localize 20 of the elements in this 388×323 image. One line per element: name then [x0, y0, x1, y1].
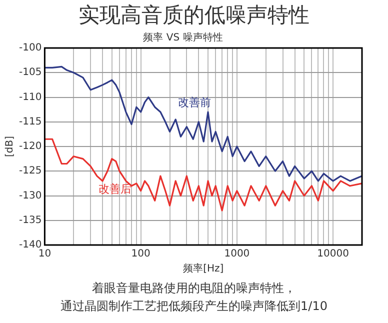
text: 着眼音量电路使用的电阻的噪声特性， — [91, 280, 297, 297]
y-axis-title: [dB] — [4, 136, 16, 158]
y-tick-label: -125 — [18, 166, 42, 177]
y-tick-label: -120 — [18, 141, 42, 152]
series-label: 改善前 — [178, 96, 211, 110]
x-tick-label: 10 — [38, 248, 52, 260]
x-axis-title: 频率[Hz] — [183, 262, 224, 275]
y-tick-label: -105 — [18, 67, 42, 78]
x-tick-label: 1000 — [224, 248, 250, 260]
x-tick-label: 100 — [131, 248, 150, 260]
y-tick-label: -115 — [18, 116, 42, 128]
y-tick-label: -110 — [18, 92, 42, 103]
chart-title: 实现高音质的低噪声特性 — [78, 2, 310, 29]
y-tick-label: -135 — [18, 214, 42, 226]
chart-subtitle: 频率 VS 噪声特性 — [143, 32, 223, 44]
text: 通过晶圆制作工艺把低频段产生的噪声降低到1/10 — [60, 298, 328, 315]
y-tick-label: -100 — [18, 42, 42, 54]
series-label: 改善后 — [98, 182, 132, 196]
y-tick-label: -130 — [18, 190, 42, 202]
x-tick-label: 10000 — [317, 248, 349, 260]
